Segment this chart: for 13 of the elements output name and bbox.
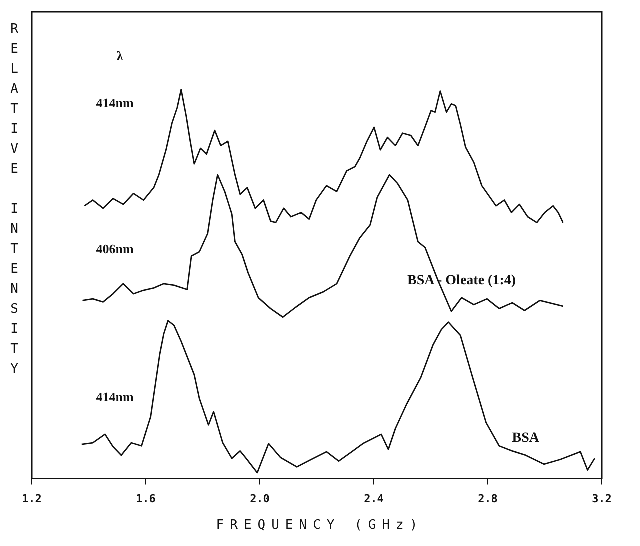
- x-tick-label: 1.6: [136, 492, 156, 506]
- x-axis-title: FREQUENCY (GHz): [215, 518, 425, 533]
- x-tick-label: 3.2: [592, 492, 612, 506]
- x-tick-label: 2.0: [250, 492, 270, 506]
- text: λ: [116, 48, 124, 64]
- y-axis-title: RELATIVE INTENSITY: [6, 22, 22, 382]
- series-label: BSA: [512, 431, 540, 446]
- x-tick-label: 1.2: [22, 492, 42, 506]
- annotation: 414nm: [96, 389, 134, 404]
- annotation: 406nm: [96, 241, 134, 256]
- x-tick-label: 2.8: [478, 492, 498, 506]
- x-tick-label: 2.4: [364, 492, 384, 506]
- annotation: 414nm: [96, 95, 134, 110]
